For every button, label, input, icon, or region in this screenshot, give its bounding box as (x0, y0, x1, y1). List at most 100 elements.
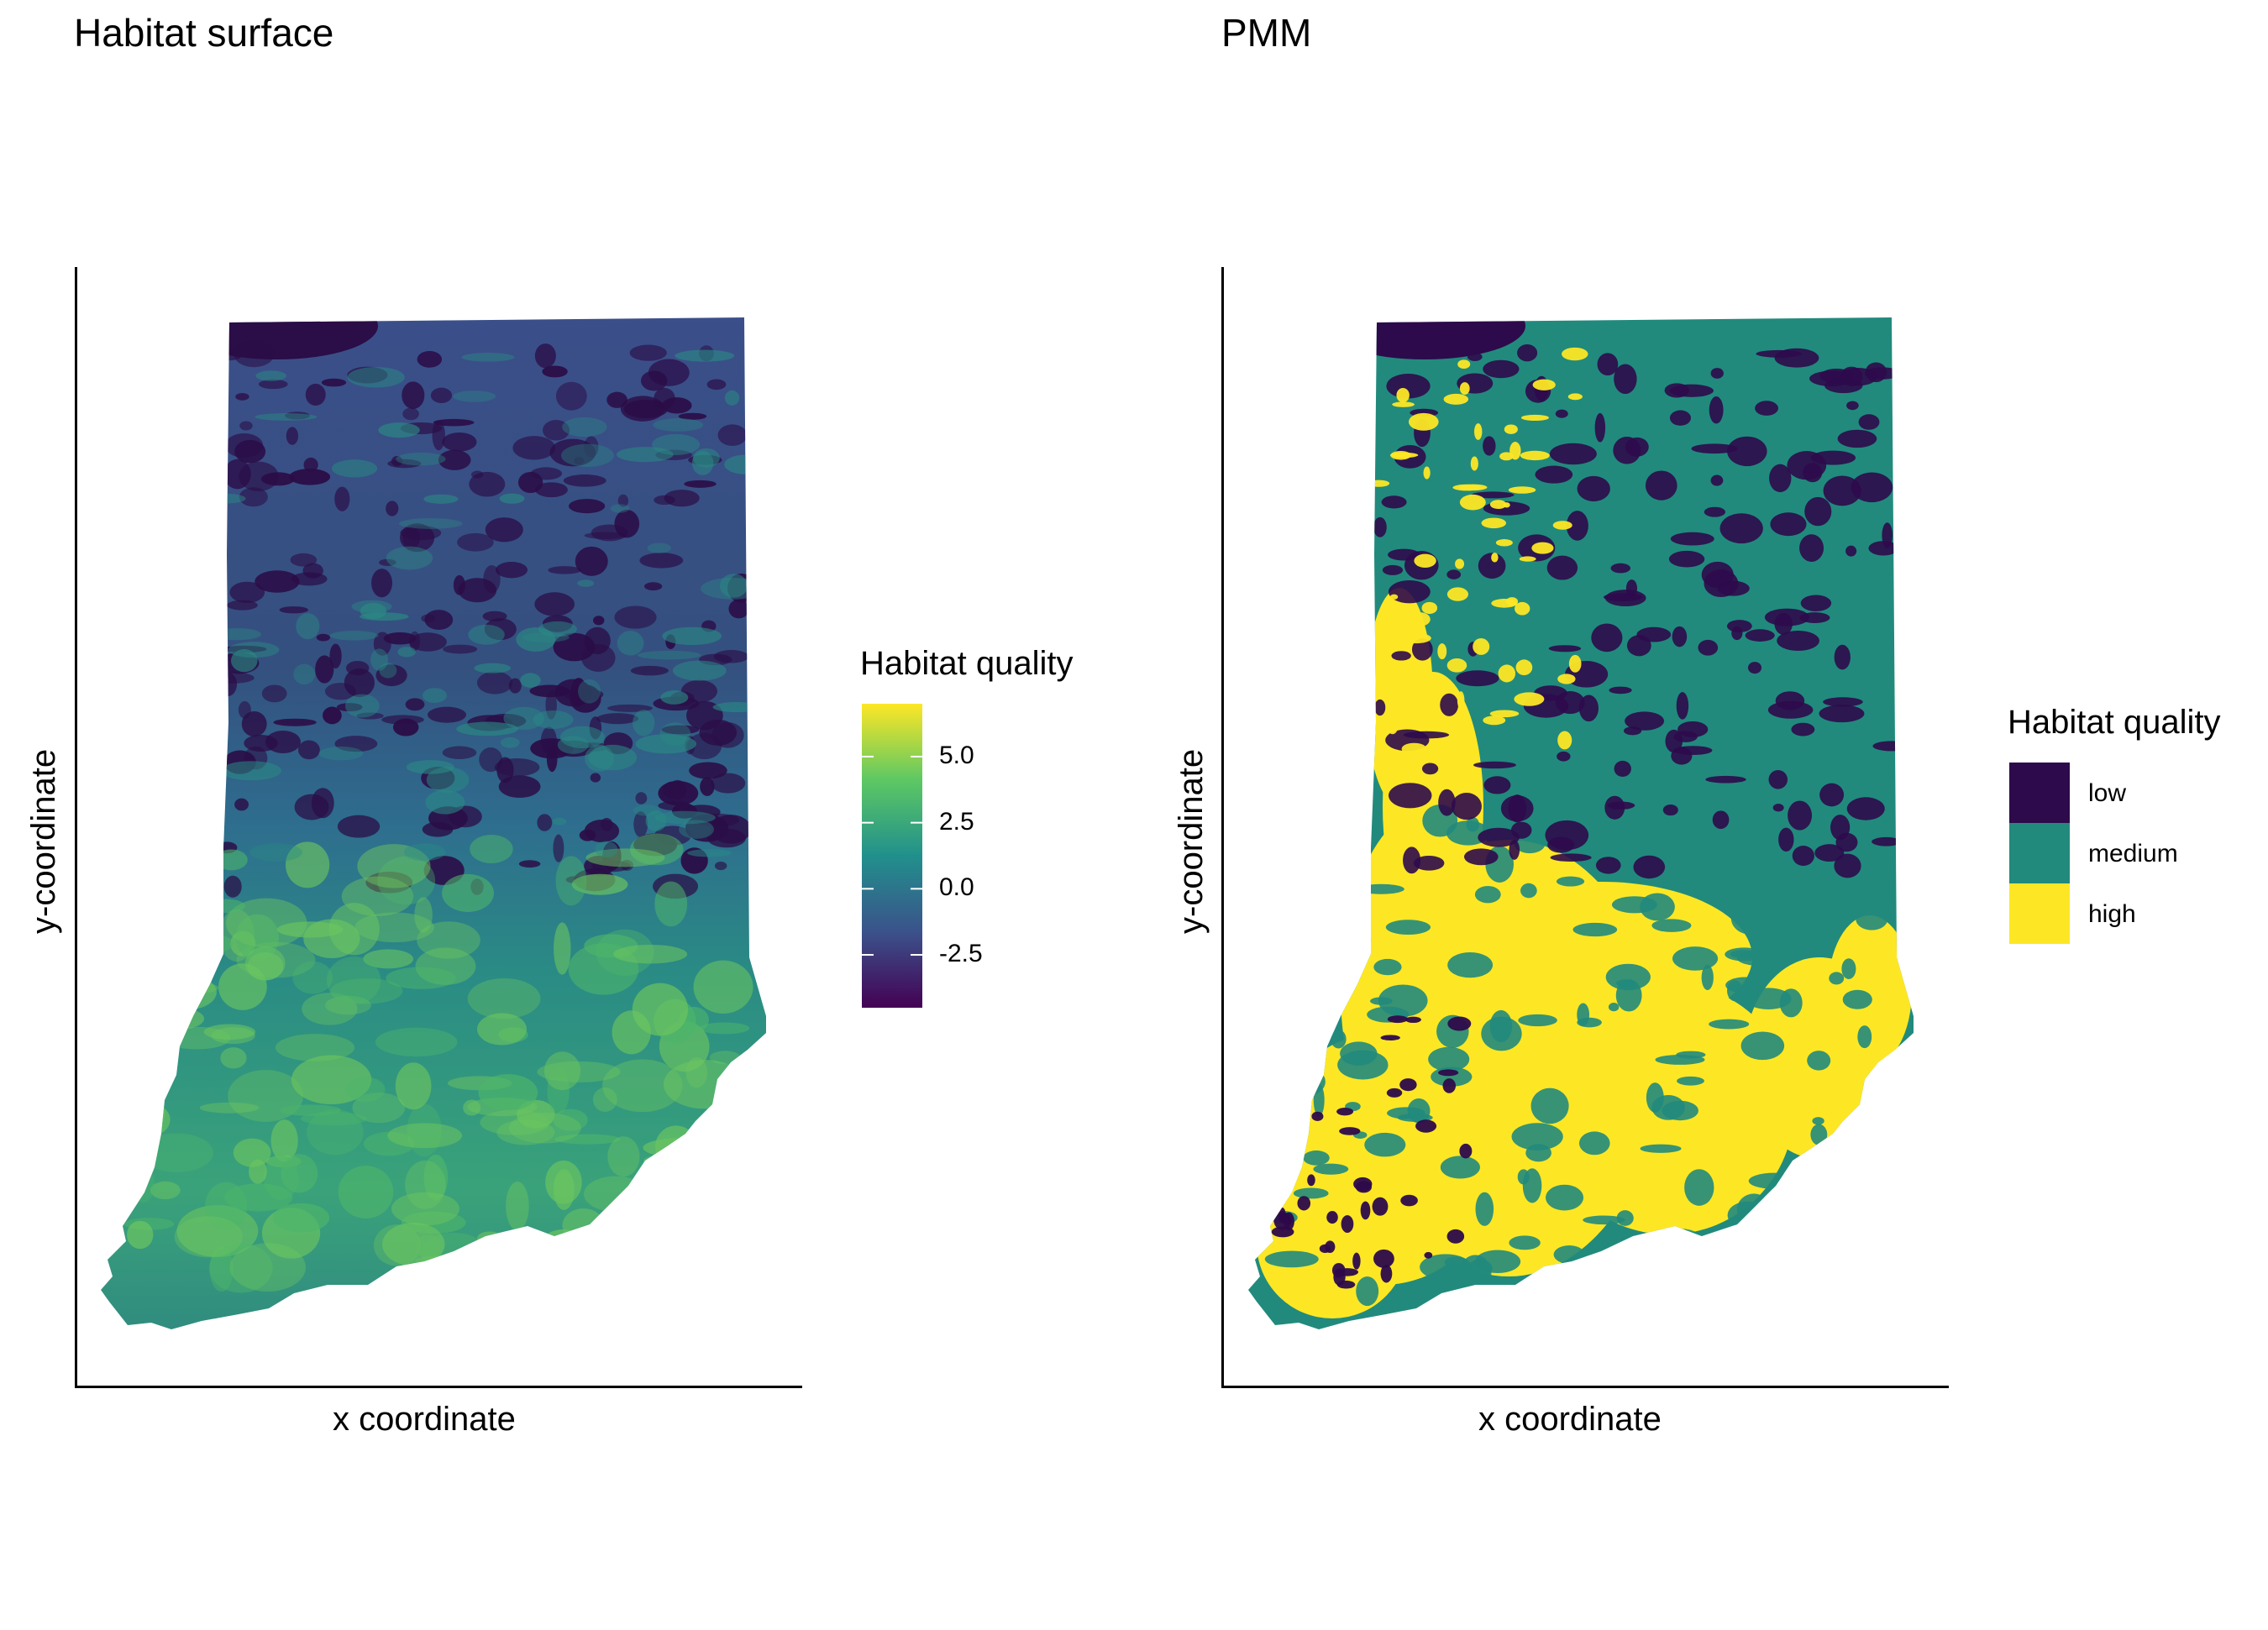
map-patch (1535, 465, 1573, 484)
map-patch (1851, 1255, 1877, 1284)
map-patch (1710, 368, 1724, 379)
map-patch (1772, 804, 1784, 812)
map-patch (233, 1138, 271, 1167)
map-patch (632, 983, 689, 1036)
map-patch (699, 720, 738, 746)
map-patch (1611, 896, 1657, 914)
map-patch (1313, 1083, 1325, 1117)
legend-swatch-medium (2009, 823, 2070, 883)
map-patch (562, 417, 607, 438)
map-patch (1829, 972, 1845, 985)
map-patch (1373, 958, 1402, 976)
map-patch (363, 949, 414, 969)
map-patch (1360, 1201, 1371, 1220)
map-patch (1483, 436, 1496, 456)
map-patch (1364, 1132, 1406, 1157)
map-patch (1777, 631, 1819, 651)
map-patch (239, 421, 253, 431)
map-patch (315, 655, 334, 684)
map-patch (503, 706, 545, 731)
map-patch (1577, 475, 1610, 502)
map-patch (160, 920, 207, 964)
map-patch (1842, 989, 1872, 1009)
map-patch (1489, 710, 1520, 718)
map-patch (548, 566, 581, 574)
map-patch (1530, 1088, 1569, 1124)
map-patch (209, 1243, 273, 1293)
map-patch (1440, 693, 1459, 716)
map-patch (728, 599, 749, 619)
map-patch (1519, 556, 1536, 562)
map-patch (453, 390, 496, 402)
map-patch (470, 834, 513, 864)
map-patch (607, 1136, 640, 1177)
map-patch (1755, 401, 1778, 416)
map-patch (1392, 401, 1415, 407)
map-patch (1411, 638, 1433, 661)
map-patch (1792, 846, 1814, 867)
map-patch (508, 1112, 581, 1144)
map-patch (1640, 1144, 1682, 1153)
map-patch (699, 1022, 750, 1035)
map-patch (1791, 722, 1815, 736)
map-patch (442, 873, 494, 912)
map-patch (553, 1109, 588, 1131)
map-patch (272, 1203, 330, 1233)
map-patch (706, 828, 746, 848)
map-patch (1615, 979, 1635, 987)
map-patch (1293, 1187, 1329, 1199)
map-patch (270, 1119, 298, 1162)
map-patch (1399, 1078, 1417, 1092)
map-patch (1684, 838, 1719, 851)
map-patch (1633, 855, 1666, 879)
map-patch (585, 848, 665, 867)
map-patch (719, 574, 748, 598)
map-patch (1337, 1050, 1389, 1080)
map-patch (1625, 1266, 1677, 1302)
map-patch (654, 881, 688, 927)
map-patch (688, 1268, 759, 1287)
map-patch (1610, 563, 1631, 574)
map-patch (223, 459, 251, 490)
map-patch (1452, 484, 1481, 491)
map-patch (545, 1161, 582, 1204)
map-patch (1872, 836, 1901, 846)
map-patch (323, 706, 342, 725)
map-patch (1297, 1196, 1311, 1211)
map-patch (372, 883, 384, 893)
map-patch (629, 344, 667, 361)
map-patch (1389, 783, 1432, 809)
map-patch (664, 1244, 696, 1291)
map-patch (1373, 1249, 1394, 1268)
map-patch (1478, 827, 1520, 847)
map-patch (478, 1074, 538, 1111)
map-patch (522, 632, 570, 642)
map-patch (1577, 1003, 1590, 1026)
map-patch (1438, 789, 1456, 816)
colorbar-tick-label: 2.5 (939, 807, 974, 836)
map-patch (395, 1062, 432, 1110)
map-patch (1546, 1184, 1584, 1211)
map-patch (643, 1137, 721, 1158)
map-patch (386, 546, 433, 570)
map-patch (1389, 452, 1419, 459)
map-patch (1625, 711, 1665, 731)
map-patch (127, 1220, 154, 1250)
map-patch (360, 612, 409, 621)
map-patch (617, 494, 629, 507)
map-patch (1520, 883, 1537, 899)
map-patch (672, 660, 727, 681)
map-patch (1669, 384, 1714, 397)
map-patch (554, 922, 571, 975)
map-patch (258, 379, 288, 390)
map-patch (498, 775, 541, 799)
map-patch (1483, 359, 1520, 379)
map-patch (545, 690, 557, 720)
map-patch (373, 632, 391, 656)
map-patch (1283, 1072, 1314, 1097)
map-patch (133, 1051, 174, 1078)
map-patch (687, 849, 732, 857)
map-patch (1397, 1113, 1433, 1122)
map-patch (1555, 409, 1568, 418)
map-patch (724, 454, 766, 474)
